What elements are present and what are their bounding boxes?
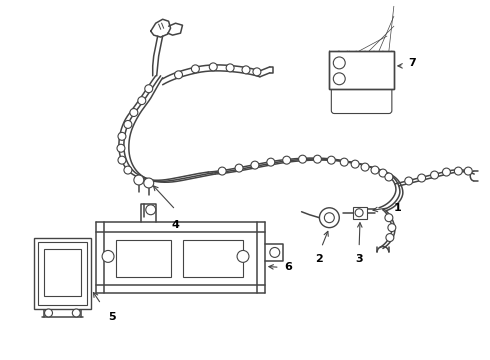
Circle shape [138, 96, 146, 105]
FancyBboxPatch shape [331, 86, 392, 113]
Text: 5: 5 [108, 312, 116, 322]
Circle shape [454, 167, 462, 175]
Circle shape [465, 167, 472, 175]
Text: 4: 4 [172, 220, 179, 230]
Circle shape [45, 309, 52, 317]
Circle shape [361, 163, 369, 171]
Circle shape [251, 161, 259, 169]
Circle shape [314, 155, 321, 163]
Circle shape [267, 158, 275, 166]
Circle shape [386, 234, 394, 242]
Circle shape [118, 132, 126, 140]
Text: 3: 3 [355, 255, 363, 265]
Bar [353, 207, 367, 219]
Circle shape [117, 144, 125, 152]
Circle shape [431, 171, 439, 179]
Circle shape [102, 251, 114, 262]
Bar [34, 238, 91, 309]
Circle shape [385, 214, 393, 222]
Circle shape [417, 174, 426, 182]
Circle shape [333, 57, 345, 69]
Circle shape [298, 155, 307, 163]
Circle shape [253, 68, 261, 76]
Circle shape [319, 208, 339, 228]
Circle shape [333, 73, 345, 85]
Circle shape [218, 167, 226, 175]
Circle shape [270, 247, 280, 257]
Circle shape [379, 169, 387, 177]
Circle shape [124, 166, 132, 174]
Text: 7: 7 [409, 58, 416, 68]
Bar [183, 239, 243, 277]
Circle shape [118, 156, 126, 164]
Bar [44, 249, 81, 296]
Bar [329, 51, 394, 89]
Circle shape [327, 156, 335, 164]
Circle shape [235, 164, 243, 172]
Circle shape [340, 158, 348, 166]
Bar [329, 51, 394, 89]
Circle shape [174, 71, 182, 79]
Circle shape [371, 166, 379, 174]
Circle shape [388, 224, 396, 231]
Circle shape [283, 156, 291, 164]
Circle shape [145, 85, 153, 93]
Circle shape [237, 251, 249, 262]
Circle shape [124, 121, 132, 129]
Circle shape [192, 65, 199, 73]
Circle shape [405, 177, 413, 185]
Circle shape [73, 309, 80, 317]
Circle shape [242, 66, 250, 74]
Text: 1: 1 [394, 203, 402, 213]
Circle shape [324, 213, 334, 223]
Circle shape [130, 109, 138, 117]
Circle shape [355, 209, 363, 217]
Text: 2: 2 [316, 255, 323, 265]
Circle shape [385, 173, 393, 181]
Text: 6: 6 [285, 262, 293, 272]
Circle shape [146, 205, 156, 215]
Circle shape [442, 168, 450, 176]
Circle shape [226, 64, 234, 72]
Circle shape [351, 160, 359, 168]
Circle shape [144, 178, 154, 188]
Circle shape [209, 63, 217, 71]
Bar [38, 242, 87, 305]
Bar [116, 239, 171, 277]
Circle shape [134, 175, 144, 185]
